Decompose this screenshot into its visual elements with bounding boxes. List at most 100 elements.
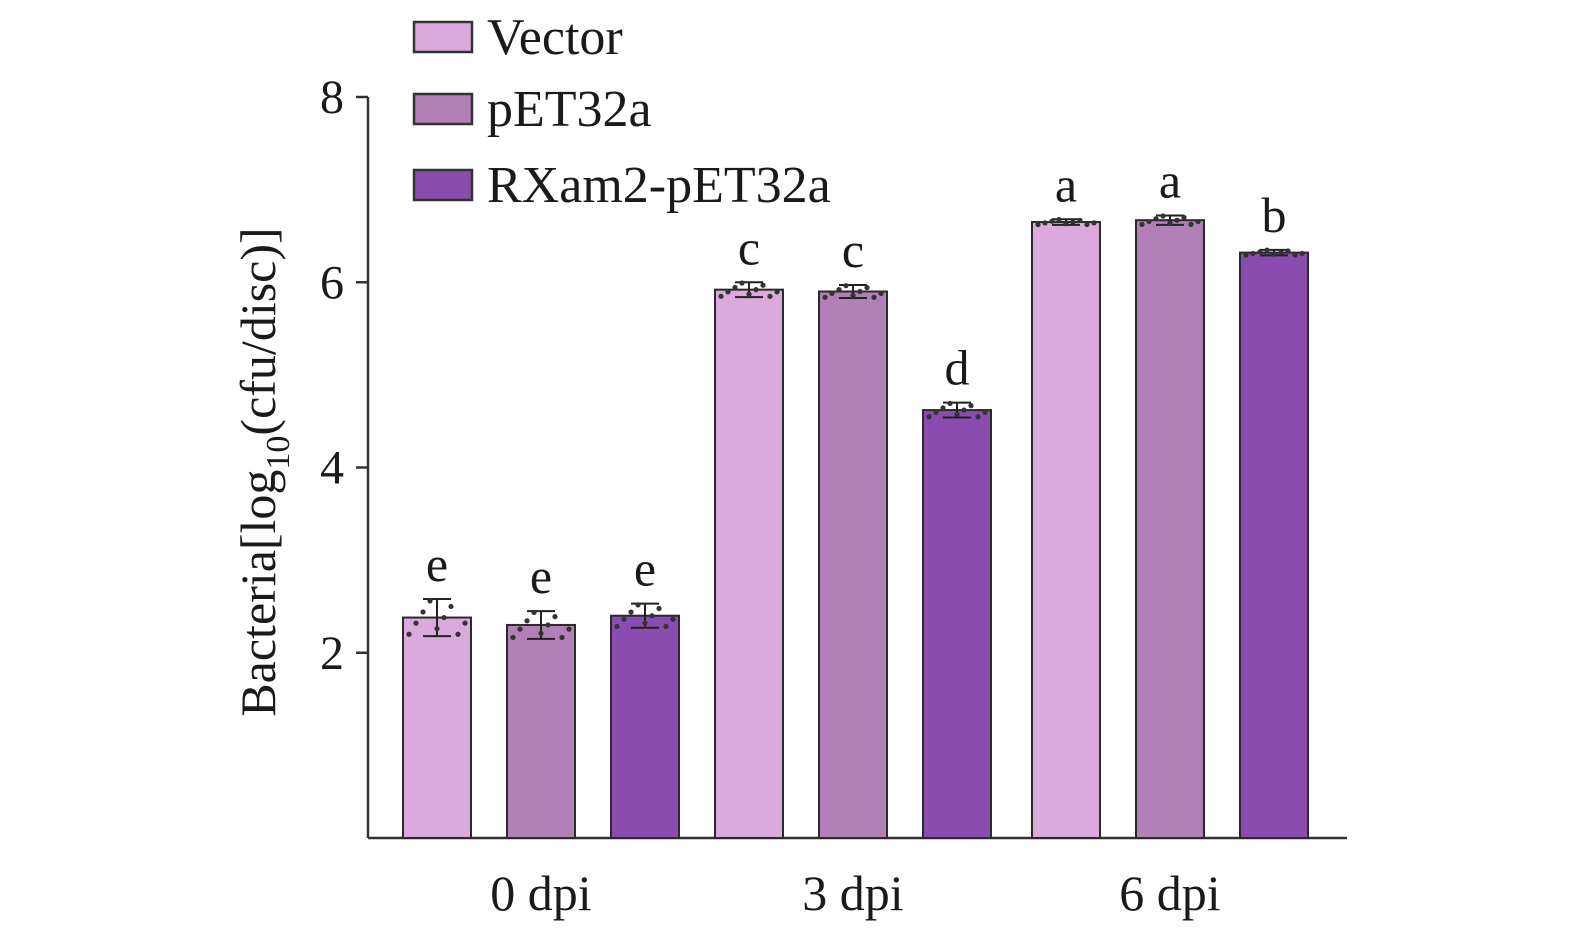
data-point — [1174, 217, 1180, 223]
data-point — [1264, 247, 1270, 253]
data-point — [878, 290, 884, 297]
data-point — [982, 409, 988, 415]
data-point — [1035, 221, 1041, 228]
data-point — [1084, 221, 1090, 228]
legend-swatch — [412, 20, 474, 54]
significance-letters: e e e c c d a a b — [426, 153, 1287, 605]
significance-letter: d — [945, 340, 970, 396]
bar-group-pet32a — [818, 283, 888, 839]
y-axis: 2 4 6 8 — [320, 71, 370, 838]
legend-label: Vector — [487, 9, 623, 66]
data-point — [850, 292, 856, 299]
data-point — [1063, 221, 1069, 227]
data-point — [517, 626, 523, 632]
data-point — [1153, 216, 1159, 222]
significance-letter: b — [1262, 187, 1287, 243]
data-point — [940, 405, 946, 411]
bar — [922, 409, 992, 839]
significance-letter: a — [1055, 156, 1077, 212]
data-point — [434, 626, 440, 632]
data-point — [864, 285, 870, 291]
data-point — [1181, 214, 1187, 221]
data-point — [1042, 220, 1048, 226]
legend-item: pET32a — [412, 81, 652, 138]
data-point — [1139, 221, 1145, 227]
x-tick-label: 3 dpi — [802, 865, 903, 921]
bar — [506, 623, 576, 840]
data-point — [1160, 213, 1166, 219]
data-point — [566, 626, 572, 632]
significance-letter: c — [842, 222, 864, 278]
data-point — [1292, 252, 1298, 258]
data-point — [843, 283, 849, 289]
data-point — [725, 289, 731, 295]
data-point — [732, 284, 738, 291]
data-point — [760, 282, 766, 288]
data-point — [670, 616, 676, 622]
data-point — [767, 293, 773, 299]
data-point — [510, 634, 516, 641]
data-point — [413, 620, 419, 626]
bar — [714, 288, 784, 840]
bar — [402, 616, 472, 839]
data-point — [455, 631, 461, 637]
data-point — [718, 293, 724, 299]
data-point — [926, 414, 932, 420]
data-point — [552, 614, 558, 620]
data-point — [975, 414, 981, 420]
data-point — [441, 614, 447, 621]
x-tick-label: 0 dpi — [490, 865, 591, 921]
significance-letter: e — [634, 541, 656, 597]
legend-label: pET32a — [487, 81, 652, 138]
legend-item: Vector — [412, 9, 623, 66]
significance-letter: e — [530, 548, 552, 604]
significance-letter: c — [738, 219, 760, 275]
y-tick-label: 4 — [320, 442, 344, 495]
data-point — [746, 291, 752, 297]
bar-group-rxam2-pet32a — [1239, 247, 1309, 840]
data-point — [614, 623, 620, 630]
data-point — [829, 290, 835, 297]
data-point — [656, 605, 662, 612]
bar-group-vector — [714, 280, 784, 840]
data-point — [448, 603, 454, 610]
legend-label: RXam2-pET32a — [487, 157, 831, 214]
data-point — [1188, 221, 1194, 227]
data-point — [1278, 250, 1284, 256]
data-point — [649, 613, 655, 619]
y-tick-label: 6 — [320, 256, 344, 309]
data-point — [635, 602, 641, 608]
data-point — [774, 289, 780, 295]
data-point — [621, 616, 627, 622]
data-point — [836, 286, 842, 293]
data-point — [1285, 248, 1291, 254]
data-point — [739, 280, 745, 286]
data-point — [968, 403, 974, 409]
data-point — [1091, 220, 1097, 226]
data-point — [1271, 251, 1277, 257]
bar-group-pet32a — [1135, 213, 1205, 840]
bar — [818, 290, 888, 839]
data-point — [857, 288, 863, 295]
legend-swatch — [412, 92, 474, 126]
data-point — [1257, 249, 1263, 255]
x-tick-label: 6 dpi — [1119, 865, 1220, 921]
legend: Vector pET32a RXam2-pET32a — [412, 9, 831, 214]
bar — [1239, 251, 1309, 840]
data-point — [1056, 216, 1062, 223]
data-point — [420, 609, 426, 615]
significance-letter: a — [1159, 153, 1181, 209]
data-point — [628, 609, 634, 615]
data-point — [1250, 250, 1256, 257]
bar — [610, 614, 680, 840]
significance-letter: e — [426, 536, 448, 592]
data-point — [961, 407, 967, 413]
data-point — [1167, 220, 1173, 226]
x-axis: 0 dpi 3 dpi 6 dpi — [368, 836, 1347, 921]
data-point — [1070, 219, 1076, 225]
legend-item: RXam2-pET32a — [412, 157, 831, 214]
data-point — [1077, 217, 1083, 223]
data-point — [822, 294, 828, 300]
data-point — [1146, 218, 1152, 225]
